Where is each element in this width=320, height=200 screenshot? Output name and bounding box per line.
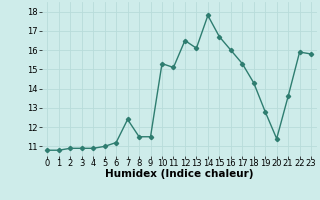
X-axis label: Humidex (Indice chaleur): Humidex (Indice chaleur) xyxy=(105,169,253,179)
